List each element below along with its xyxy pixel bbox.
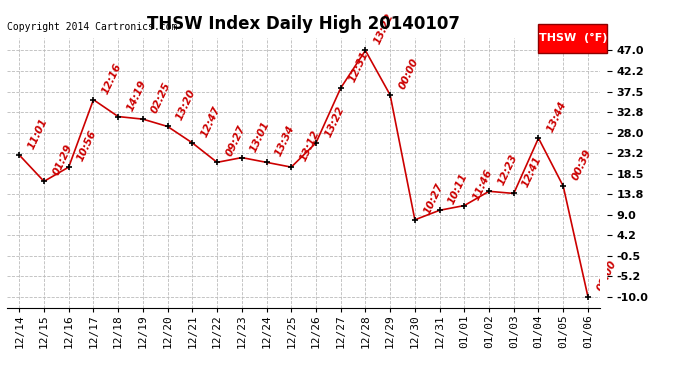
Text: 00:00: 00:00 — [397, 57, 420, 91]
Text: 14:19: 14:19 — [125, 78, 148, 112]
Text: 10:56: 10:56 — [76, 129, 99, 163]
Text: 08:00: 08:00 — [595, 258, 618, 292]
Text: 12:47: 12:47 — [199, 105, 222, 139]
Text: 12:16: 12:16 — [100, 61, 124, 96]
Text: 13:22: 13:22 — [373, 12, 395, 46]
Text: 12:23: 12:23 — [496, 153, 519, 187]
Text: 10:27: 10:27 — [422, 182, 445, 216]
Text: 01:29: 01:29 — [51, 143, 74, 177]
Text: THSW  (°F): THSW (°F) — [538, 33, 607, 44]
Text: 11:01: 11:01 — [26, 117, 49, 151]
Text: 02:25: 02:25 — [150, 81, 173, 115]
Text: 13:22: 13:22 — [323, 105, 346, 139]
Text: 12:41: 12:41 — [521, 155, 544, 189]
Text: THSW Index Daily High 20140107: THSW Index Daily High 20140107 — [147, 15, 460, 33]
Text: 10:11: 10:11 — [446, 172, 470, 206]
Text: Copyright 2014 Cartronics.com: Copyright 2014 Cartronics.com — [7, 22, 177, 32]
Text: 00:39: 00:39 — [570, 148, 593, 182]
Text: 13:34: 13:34 — [273, 124, 297, 158]
Text: 13:20: 13:20 — [175, 88, 197, 122]
Text: 13:44: 13:44 — [545, 100, 569, 134]
Text: 11:46: 11:46 — [471, 167, 494, 201]
Text: 13:12: 13:12 — [298, 129, 322, 163]
Text: 09:27: 09:27 — [224, 124, 247, 158]
Text: 13:01: 13:01 — [248, 119, 272, 153]
Text: 12:31: 12:31 — [348, 50, 371, 84]
